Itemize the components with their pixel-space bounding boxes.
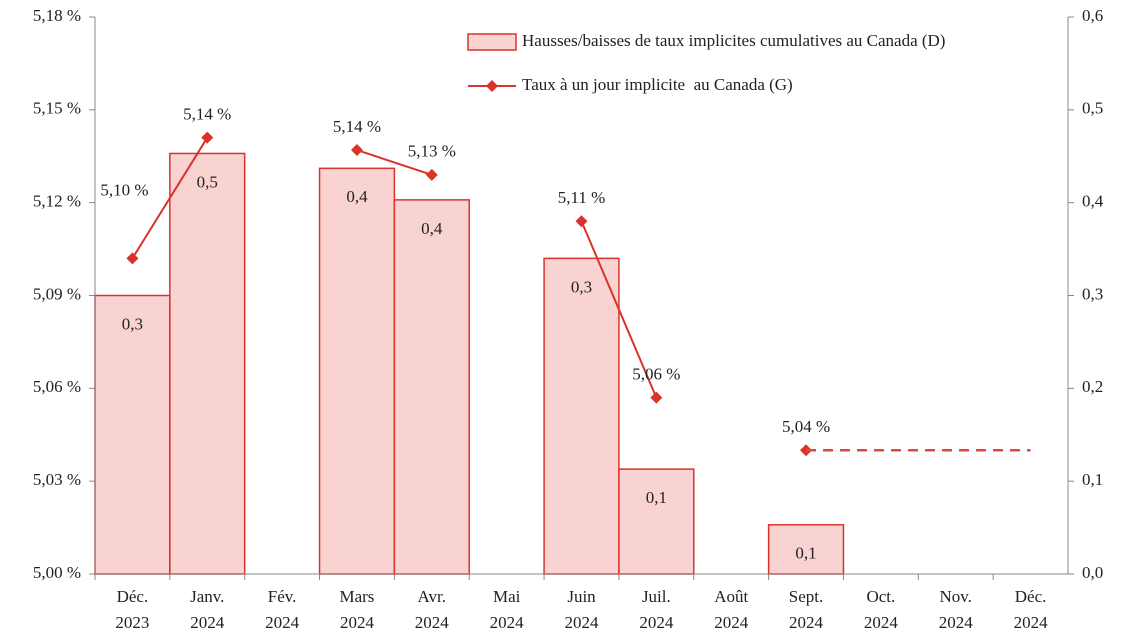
bar-label: 0,1: [646, 488, 667, 507]
y-tick-label: 5,18 %: [33, 6, 81, 25]
x-tick-label: Avr. 2024: [415, 587, 450, 632]
line: [580, 220, 658, 399]
line-marker: [201, 131, 214, 144]
bar-label: 0,3: [571, 277, 592, 296]
bar: [318, 167, 396, 575]
legend-label: Taux à un jour implicite au Canada (G): [522, 75, 793, 94]
line-label: 5,14 %: [183, 105, 231, 124]
legend-marker: [486, 80, 498, 92]
line-marker: [350, 144, 363, 157]
x-tick-label: Déc. 2024: [1014, 587, 1049, 632]
line-label: 5,13 %: [408, 142, 456, 161]
x-tick-label: Oct. 2024: [864, 587, 899, 632]
bar: [618, 468, 695, 575]
y2-tick-label: 0,4: [1082, 192, 1104, 211]
y2-tick-label: 0,0: [1082, 563, 1103, 582]
x-tick-label: Mars 2024: [339, 587, 374, 632]
line-label: 5,14 %: [333, 117, 381, 136]
bar: [94, 294, 171, 575]
legend-label: Hausses/baisses de taux implicites cumul…: [522, 31, 945, 50]
line-marker: [425, 168, 438, 181]
line-label: 5,04 %: [782, 417, 830, 436]
line-marker: [650, 391, 663, 404]
legend-swatch: [467, 33, 517, 51]
y-tick-label: 5,12 %: [33, 192, 81, 211]
line: [356, 149, 433, 176]
y-tick-label: 5,00 %: [33, 563, 81, 582]
bar-label: 0,5: [197, 172, 218, 191]
y-tick-label: 5,15 %: [33, 99, 81, 118]
y-tick-label: 5,06 %: [33, 377, 81, 396]
y2-tick-label: 0,6: [1082, 6, 1103, 25]
y2-tick-label: 0,3: [1082, 284, 1103, 303]
line-label: 5,10 %: [100, 180, 148, 199]
y-tick-label: 5,03 %: [33, 470, 81, 489]
line-marker: [126, 252, 139, 265]
bar: [393, 199, 470, 575]
line-marker: [575, 215, 588, 228]
bar-label: 0,4: [421, 219, 443, 238]
y2-tick-label: 0,2: [1082, 377, 1103, 396]
x-tick-label: Juil. 2024: [639, 587, 674, 632]
x-tick-label: Mai 2024: [490, 587, 525, 632]
line-label: 5,06 %: [632, 365, 680, 384]
y2-tick-label: 0,5: [1082, 99, 1103, 118]
bar-label: 0,1: [795, 544, 816, 563]
x-tick-label: Août 2024: [714, 587, 749, 632]
y2-tick-label: 0,1: [1082, 470, 1103, 489]
line-label: 5,11 %: [558, 188, 606, 207]
x-tick-label: Déc. 2023: [115, 587, 149, 632]
line: [131, 137, 209, 259]
bar-label: 0,4: [346, 187, 368, 206]
x-tick-label: Juin 2024: [565, 587, 600, 632]
bar-label: 0,3: [122, 314, 143, 333]
bar: [767, 524, 845, 575]
bar: [169, 152, 246, 575]
bar: [543, 257, 620, 575]
x-tick-label: Janv. 2024: [190, 587, 225, 632]
x-tick-label: Sept. 2024: [789, 587, 824, 632]
y-tick-label: 5,09 %: [33, 284, 81, 303]
x-tick-label: Fév. 2024: [265, 587, 300, 632]
x-tick-label: Nov. 2024: [939, 587, 974, 632]
